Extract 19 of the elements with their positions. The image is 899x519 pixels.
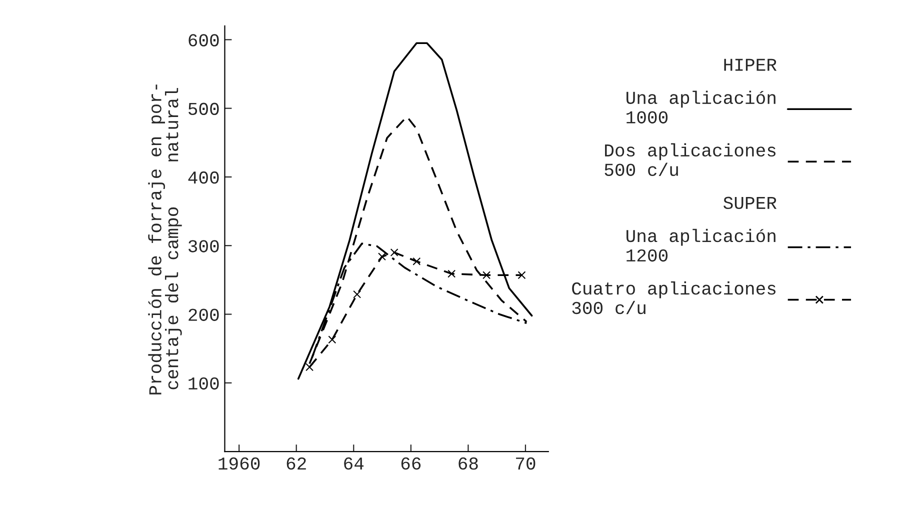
text: SUPER <box>724 196 777 210</box>
legend-label: Dos aplicaciones 500 c/u <box>604 143 776 176</box>
x-tick-label: 66 <box>401 457 421 470</box>
y-axis-title: Producción de forraje en por- centaje del campo natural <box>148 84 182 394</box>
text: HIPER <box>724 58 777 71</box>
x-tick-label: 68 <box>458 457 478 470</box>
legend-label: Una aplicación 1200 <box>626 228 776 262</box>
x-tick-label: 70 <box>516 457 536 470</box>
y-tick-label: 600 <box>188 34 219 46</box>
y-tick-label: 400 <box>188 171 219 184</box>
x-tick-label: 1960 <box>218 457 260 470</box>
legend-label: Cuatro aplicaciones 300 c/u <box>572 281 776 314</box>
x-tick-label: 64 <box>344 457 364 470</box>
y-tick-label: 100 <box>188 377 219 390</box>
legend-label: Una aplicación 1000 <box>626 90 776 124</box>
x-tick-label: 62 <box>286 457 306 470</box>
y-tick-label: 300 <box>188 240 219 252</box>
y-tick-label: 500 <box>188 102 219 116</box>
y-tick-label: 200 <box>188 308 219 321</box>
